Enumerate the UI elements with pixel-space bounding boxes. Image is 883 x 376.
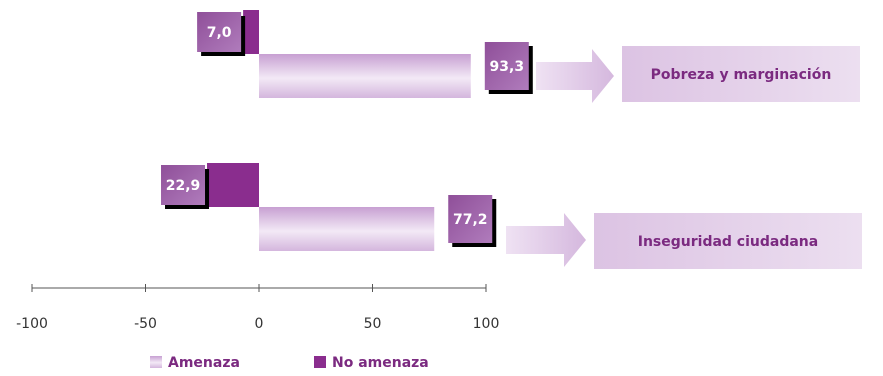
label-box-amenaza-pobreza-y-marginacion bbox=[484, 42, 529, 90]
x-axis: -100 -50 0 50 100 bbox=[16, 284, 499, 332]
category-box-pobreza-y-marginacion bbox=[622, 46, 860, 102]
data-label-no-amenaza-pobreza-y-marginacion: 7,0 bbox=[207, 25, 232, 41]
label-box-no-amenaza-pobreza-y-marginacion bbox=[197, 12, 242, 52]
bar-no-amenaza-inseguridad-ciudadana bbox=[207, 163, 259, 207]
x-tick-label: 100 bbox=[473, 316, 500, 332]
category-box-inseguridad-ciudadana bbox=[594, 213, 862, 269]
legend-label-amenaza: Amenaza bbox=[168, 355, 240, 371]
x-tick-label: -100 bbox=[16, 316, 48, 332]
x-tick-label: 0 bbox=[255, 316, 264, 332]
category-label-inseguridad-ciudadana: Inseguridad ciudadana bbox=[638, 234, 818, 250]
label-box-no-amenaza-inseguridad-ciudadana bbox=[161, 165, 206, 205]
x-tick-label: 50 bbox=[364, 316, 382, 332]
callout-arrow-pobreza-y-marginacion bbox=[536, 49, 614, 103]
data-label-amenaza-pobreza-y-marginacion: 93,3 bbox=[490, 59, 525, 75]
data-label-amenaza-inseguridad-ciudadana: 77,2 bbox=[453, 212, 488, 228]
legend: Amenaza No amenaza bbox=[150, 355, 429, 371]
legend-label-no-amenaza: No amenaza bbox=[332, 355, 429, 371]
bar-no-amenaza-pobreza-y-marginacion bbox=[243, 10, 259, 54]
bar-amenaza-pobreza-y-marginacion bbox=[259, 54, 471, 98]
bars: 7,0 93,3 22,9 77,2 bbox=[161, 10, 533, 251]
bar-amenaza-inseguridad-ciudadana bbox=[259, 207, 435, 251]
label-box-amenaza-inseguridad-ciudadana bbox=[448, 195, 493, 243]
category-label-pobreza-y-marginacion: Pobreza y marginación bbox=[651, 67, 832, 83]
category-callouts: Pobreza y marginación Inseguridad ciudada… bbox=[506, 46, 862, 269]
x-tick-label: -50 bbox=[134, 316, 157, 332]
legend-swatch-amenaza bbox=[150, 356, 162, 368]
data-label-no-amenaza-inseguridad-ciudadana: 22,9 bbox=[166, 178, 201, 194]
callout-arrow-inseguridad-ciudadana bbox=[506, 213, 586, 267]
legend-swatch-no-amenaza bbox=[314, 356, 326, 368]
